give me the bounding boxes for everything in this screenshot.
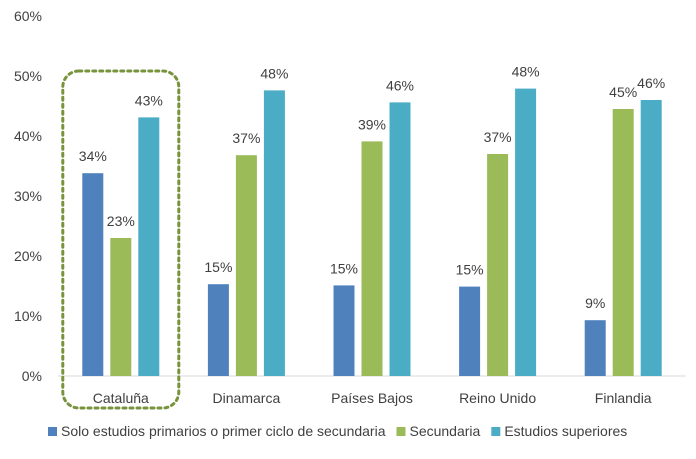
bar xyxy=(612,109,634,376)
bar xyxy=(263,90,285,377)
bar xyxy=(584,320,606,376)
y-axis: 0% 10% 20% 30% 40% 50% 60% xyxy=(14,8,42,384)
data-label: 15% xyxy=(204,259,232,275)
highlight-box xyxy=(61,69,181,410)
legend: Solo estudios primarios o primer ciclo d… xyxy=(48,423,627,439)
legend-swatch xyxy=(48,427,57,436)
bar xyxy=(361,141,383,376)
data-label: 34% xyxy=(79,148,107,164)
y-tick-label: 40% xyxy=(14,128,42,144)
y-tick-label: 30% xyxy=(14,188,42,204)
x-axis-ticks: Cataluña Dinamarca Países Bajos Reino Unido… xyxy=(93,390,652,406)
data-labels: 34% 23% 43% 15% 37% 48% 15% 39% 46% 15% 37% 48% 9% 45… xyxy=(79,64,665,312)
data-label: 39% xyxy=(358,116,386,132)
bar xyxy=(235,155,257,376)
legend-swatch xyxy=(491,427,501,436)
x-tick-label: Finlandia xyxy=(595,390,652,406)
data-label: 46% xyxy=(637,75,665,91)
y-tick-label: 60% xyxy=(14,8,42,24)
data-label: 15% xyxy=(330,260,358,276)
legend-label: Secundaria xyxy=(409,423,480,439)
bars xyxy=(82,88,662,377)
x-tick-label: Dinamarca xyxy=(213,390,281,406)
data-label: 37% xyxy=(484,129,512,145)
bar xyxy=(389,102,411,377)
x-tick-label: Cataluña xyxy=(93,390,149,406)
data-label: 15% xyxy=(456,262,484,278)
legend-swatch xyxy=(396,427,406,436)
data-label: 9% xyxy=(585,295,605,311)
bar xyxy=(110,238,132,376)
bar xyxy=(82,173,104,376)
data-label: 37% xyxy=(232,130,260,146)
x-tick-label: Reino Unido xyxy=(459,390,536,406)
bar xyxy=(207,284,229,376)
y-tick-label: 20% xyxy=(14,248,42,264)
bar xyxy=(333,285,355,376)
bar xyxy=(459,286,481,376)
data-label: 23% xyxy=(107,213,135,229)
bar xyxy=(515,88,537,376)
data-label: 48% xyxy=(260,65,288,81)
x-tick-label: Países Bajos xyxy=(331,390,413,406)
bar xyxy=(487,154,509,376)
legend-label: Solo estudios primarios o primer ciclo d… xyxy=(61,423,386,439)
bar xyxy=(138,117,160,377)
data-label: 43% xyxy=(135,92,163,108)
legend-label: Estudios superiores xyxy=(504,423,627,439)
data-label: 48% xyxy=(512,64,540,80)
data-label: 45% xyxy=(609,84,637,100)
y-tick-label: 0% xyxy=(22,368,42,384)
y-tick-label: 50% xyxy=(14,68,42,84)
y-tick-label: 10% xyxy=(14,308,42,324)
data-label: 46% xyxy=(386,77,414,93)
bar xyxy=(640,100,662,376)
